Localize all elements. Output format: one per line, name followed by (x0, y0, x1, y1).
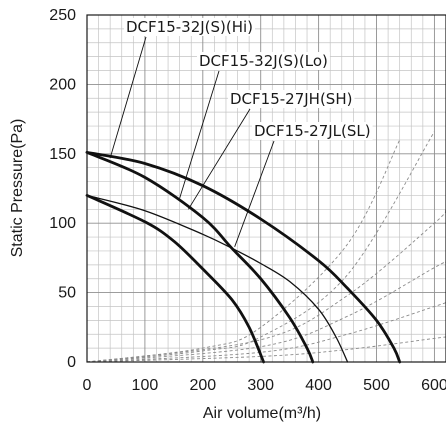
annotation-background (228, 90, 355, 108)
annotation-leaders (109, 36, 275, 247)
grid-minor (87, 15, 446, 362)
annotation-background (124, 18, 256, 36)
x-axis-label: Air volume(m³/h) (203, 405, 321, 422)
system-curve-3 (86, 209, 446, 363)
y-tick-labels: 0 50 100 150 200 250 (49, 7, 76, 371)
x-tick-label: 200 (189, 377, 216, 394)
y-tick-label: 0 (67, 354, 76, 371)
x-tick-label: 400 (305, 377, 332, 394)
fan-curve-1 (85, 151, 402, 364)
fan-curve-2 (85, 151, 315, 364)
y-tick-label: 50 (58, 285, 76, 302)
fan-curve-3 (86, 194, 349, 363)
x-tick-label: 500 (363, 377, 390, 394)
x-tick-labels: 0 100 200 300 400 500 600 (83, 377, 446, 394)
system-curve-2 (86, 131, 435, 363)
annotation-leader-line (179, 70, 220, 199)
system-curve-4 (86, 261, 446, 363)
system-curve-5 (86, 301, 446, 363)
y-tick-label: 100 (49, 215, 76, 232)
x-tick-label: 0 (83, 377, 92, 394)
x-tick-label: 100 (132, 377, 159, 394)
system-curve-6 (86, 336, 446, 363)
y-axis-label: Static Pressure(Pa) (9, 119, 26, 258)
y-tick-label: 250 (49, 7, 76, 24)
system-curves (86, 131, 446, 363)
annotation-leader-line (109, 36, 147, 159)
y-tick-label: 150 (49, 146, 76, 163)
annotation-label: DCF15-27JH(SH) (230, 90, 352, 108)
annotation-background (197, 52, 330, 70)
annotation-label: DCF15-32J(S)(Hi) (126, 18, 253, 36)
annotation-leader-line (234, 140, 275, 247)
x-tick-label: 600 (421, 377, 446, 394)
annotation-label: DCF15-32J(S)(Lo) (199, 52, 328, 70)
fan-curve-4 (85, 194, 265, 364)
annotation-label: DCF15-27JL(SL) (254, 122, 371, 140)
y-tick-label: 200 (49, 76, 76, 93)
series-annotations: DCF15-32J(S)(Hi) DCF15-32J(S)(Lo) DCF15-27… (124, 18, 373, 140)
x-tick-label: 300 (247, 377, 274, 394)
annotation-background (252, 122, 373, 140)
fan-curves (85, 151, 402, 364)
annotation-leader-line (187, 108, 251, 210)
plot-frame (86, 14, 446, 363)
